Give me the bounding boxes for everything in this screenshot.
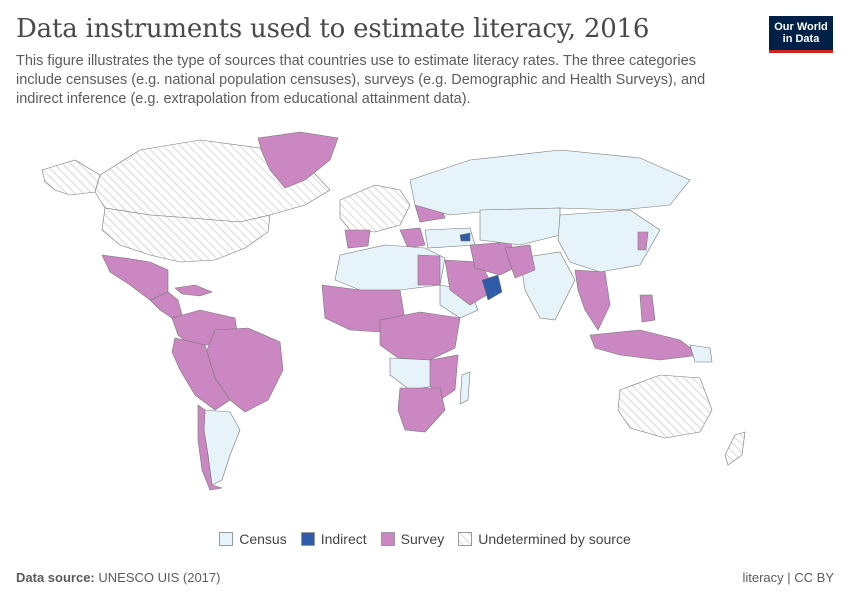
data-source: Data source: UNESCO UIS (2017) (16, 570, 220, 585)
legend-item-survey[interactable]: Survey (380, 531, 445, 547)
country-balkans[interactable] (399, 227, 426, 249)
chart-subtitle: This figure illustrates the type of sour… (16, 53, 706, 107)
legend-swatch-census (219, 532, 234, 546)
country-chile[interactable] (197, 404, 223, 491)
country-south-africa[interactable] (397, 387, 446, 433)
country-afghanistan-pakistan[interactable] (504, 244, 536, 279)
logo-line-2: in Data (782, 33, 820, 45)
owid-logo[interactable]: Our World in Data (769, 16, 833, 53)
country-azerbaijan[interactable] (459, 232, 471, 242)
legend-swatch-undetermined (458, 532, 473, 546)
legend-item-census[interactable]: Census (219, 531, 287, 547)
chart-title: Data instruments used to estimate litera… (16, 14, 650, 44)
country-peru-bolivia[interactable] (171, 337, 231, 411)
country-new-zealand[interactable] (724, 431, 746, 466)
country-china[interactable] (557, 209, 661, 273)
legend-label-indirect: Indirect (320, 531, 367, 547)
data-source-value[interactable]: UNESCO UIS (2017) (98, 570, 221, 585)
country-europe-west[interactable] (339, 184, 411, 233)
data-source-label: Data source: (16, 570, 95, 585)
country-mexico[interactable] (101, 254, 169, 301)
legend-label-census: Census (239, 531, 287, 547)
country-philippines[interactable] (639, 294, 656, 323)
legend-item-undetermined[interactable]: Undetermined by source (458, 531, 631, 547)
country-madagascar[interactable] (459, 371, 471, 405)
license-info[interactable]: literacy | CC BY (742, 570, 834, 585)
map-legend: Census Indirect Survey Undetermined by s… (0, 531, 850, 547)
country-australia[interactable] (617, 374, 713, 439)
country-oman[interactable] (481, 274, 503, 301)
legend-label-undetermined: Undetermined by source (478, 531, 631, 547)
country-central-asia[interactable] (479, 207, 561, 246)
country-korea[interactable] (637, 231, 649, 251)
logo-line-1: Our World (774, 21, 828, 33)
country-caribbean[interactable] (174, 284, 213, 297)
country-greenland[interactable] (257, 131, 339, 189)
legend-label-survey: Survey (400, 531, 445, 547)
country-angola-zambia[interactable] (389, 357, 441, 391)
country-russia[interactable] (409, 149, 691, 216)
country-indonesia[interactable] (589, 329, 701, 361)
legend-swatch-survey (380, 532, 395, 546)
country-central-africa[interactable] (379, 311, 461, 361)
legend-item-indirect[interactable]: Indirect (300, 531, 367, 547)
country-egypt[interactable] (417, 254, 441, 286)
country-southeast-asia[interactable] (574, 269, 611, 331)
country-papua[interactable] (689, 344, 713, 363)
legend-swatch-indirect (300, 532, 315, 546)
world-map[interactable] (0, 110, 850, 525)
country-alaska[interactable] (41, 159, 101, 196)
country-united-states[interactable] (101, 207, 271, 263)
country-iberia[interactable] (344, 229, 371, 249)
